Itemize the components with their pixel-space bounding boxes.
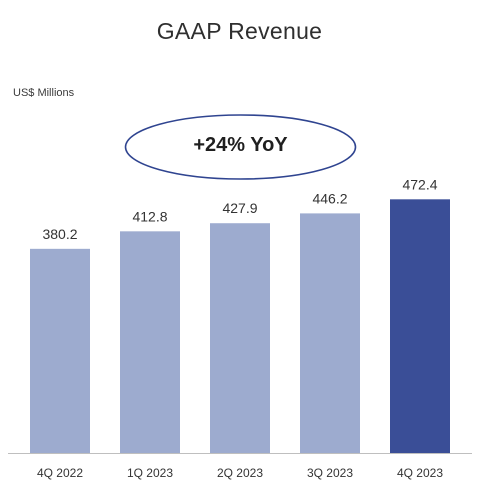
unit-label: US$ Millions	[13, 87, 75, 99]
value-label: 412.8	[132, 208, 167, 224]
bar-4q-2022	[30, 248, 90, 453]
x-tick-label: 4Q 2023	[397, 466, 443, 480]
bar-3q-2023	[300, 213, 360, 453]
value-label: 427.9	[222, 200, 257, 216]
bar-4q-2023	[390, 199, 450, 453]
yoy-annotation: +24% YoY	[193, 134, 288, 156]
x-tick-label: 2Q 2023	[217, 466, 263, 480]
yoy-badge: +24% YoY	[124, 113, 357, 181]
x-tick-label: 4Q 2022	[37, 466, 83, 480]
value-label: 380.2	[42, 226, 77, 242]
x-tick-label: 1Q 2023	[127, 466, 173, 480]
yoy-badge-ellipse	[124, 114, 357, 180]
bar-1q-2023	[120, 231, 180, 453]
chart-title: GAAP Revenue	[156, 18, 323, 44]
bar-2q-2023	[210, 223, 270, 453]
value-label: 446.2	[312, 190, 347, 206]
value-label: 472.4	[402, 176, 437, 192]
x-tick-label: 3Q 2023	[307, 466, 353, 480]
